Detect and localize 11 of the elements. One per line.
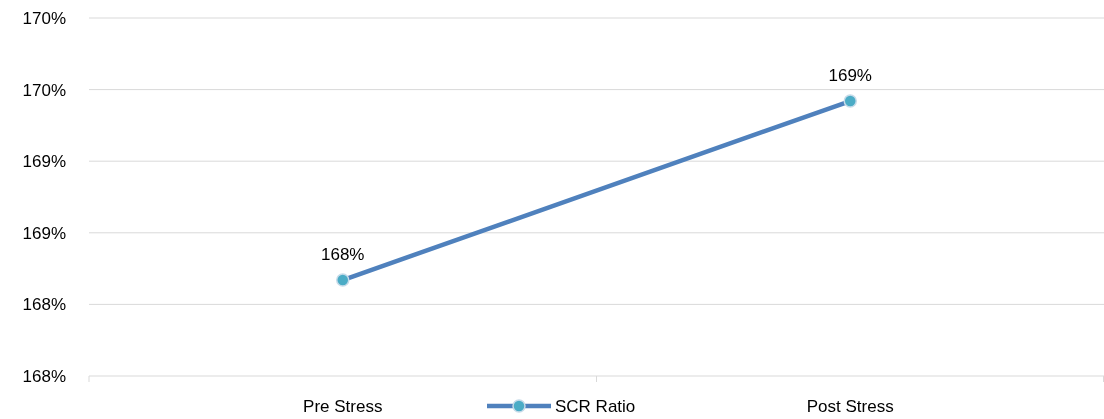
y-tick-label: 169% <box>22 223 66 243</box>
data-label: 169% <box>828 66 872 86</box>
data-label: 168% <box>321 245 365 265</box>
y-tick-label: 168% <box>22 295 66 315</box>
y-tick-label: 169% <box>22 152 66 172</box>
y-tick-label: 170% <box>22 80 66 100</box>
x-tick-label: Pre Stress <box>303 397 383 416</box>
y-tick-label: 170% <box>22 8 66 28</box>
legend-label: SCR Ratio <box>555 396 636 416</box>
y-tick-label: 168% <box>22 366 66 386</box>
x-tick-label: Post Stress <box>806 397 894 416</box>
